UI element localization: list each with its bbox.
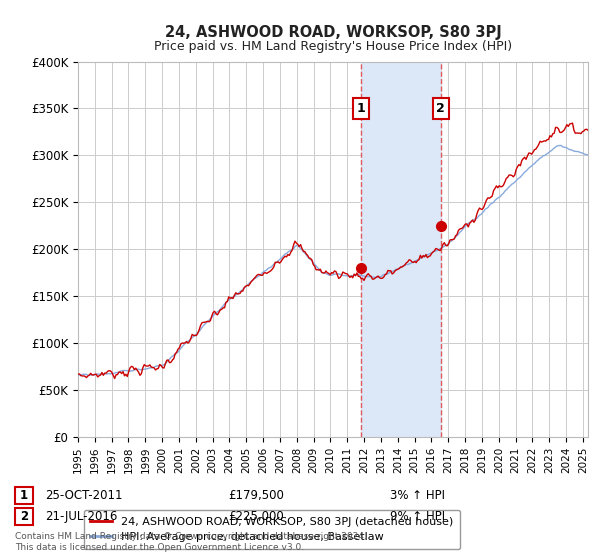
FancyBboxPatch shape: [15, 487, 33, 504]
Text: £179,500: £179,500: [228, 489, 284, 502]
Text: This data is licensed under the Open Government Licence v3.0.: This data is licensed under the Open Gov…: [15, 543, 304, 552]
Text: 2: 2: [20, 510, 28, 523]
FancyBboxPatch shape: [15, 508, 33, 525]
Text: 21-JUL-2016: 21-JUL-2016: [45, 510, 118, 523]
Text: 25-OCT-2011: 25-OCT-2011: [45, 489, 122, 502]
Text: 1: 1: [356, 102, 365, 115]
Text: £225,000: £225,000: [228, 510, 284, 523]
Text: 1: 1: [20, 489, 28, 502]
Text: Price paid vs. HM Land Registry's House Price Index (HPI): Price paid vs. HM Land Registry's House …: [154, 40, 512, 53]
Text: 9% ↑ HPI: 9% ↑ HPI: [390, 510, 445, 523]
Text: Contains HM Land Registry data © Crown copyright and database right 2024.: Contains HM Land Registry data © Crown c…: [15, 532, 367, 541]
Text: 3% ↑ HPI: 3% ↑ HPI: [390, 489, 445, 502]
Text: 24, ASHWOOD ROAD, WORKSOP, S80 3PJ: 24, ASHWOOD ROAD, WORKSOP, S80 3PJ: [164, 25, 502, 40]
Legend: 24, ASHWOOD ROAD, WORKSOP, S80 3PJ (detached house), HPI: Average price, detache: 24, ASHWOOD ROAD, WORKSOP, S80 3PJ (deta…: [83, 510, 460, 549]
Text: 2: 2: [436, 102, 445, 115]
Bar: [361, 62, 441, 437]
